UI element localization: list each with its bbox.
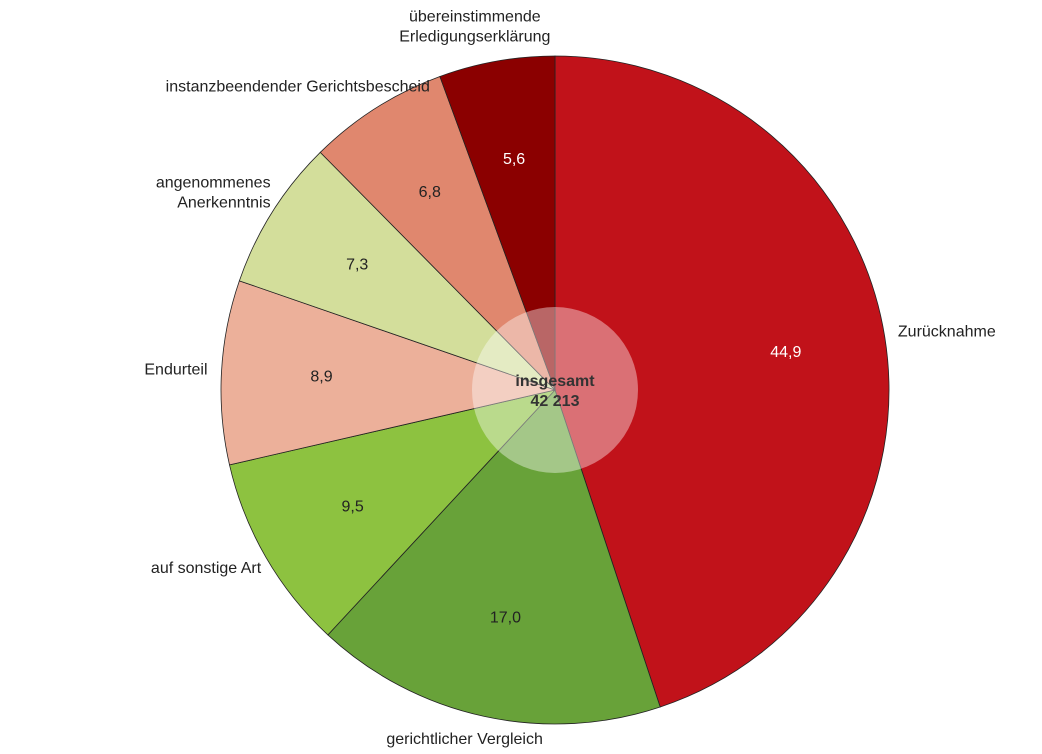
center-total: 42 213	[531, 393, 580, 410]
category-label: gerichtlicher Vergleich	[386, 730, 543, 748]
category-label: instanzbeendender Gerichtsbescheid	[165, 78, 430, 96]
pie-slice	[439, 55, 556, 391]
center-label: insgesamt	[515, 373, 595, 390]
pie-slice	[327, 389, 661, 725]
category-label: auf sonstige Art	[150, 560, 262, 578]
category-label: übereinstimmende Erledigungserklärung	[399, 8, 551, 46]
category-label: Zurücknahme	[897, 323, 996, 341]
value-label: 7,3	[346, 257, 368, 274]
value-label: 5,6	[503, 151, 525, 168]
pie-slice	[238, 151, 556, 391]
pie-slice	[554, 55, 890, 708]
value-label: 6,8	[419, 184, 441, 201]
value-label: 44,9	[770, 344, 801, 361]
pie-slice	[229, 389, 557, 636]
pie-slice	[319, 75, 556, 391]
category-label: Endurteil	[144, 361, 208, 379]
value-label: 8,9	[310, 369, 332, 386]
pie-slice	[220, 280, 557, 466]
value-label: 9,5	[342, 498, 364, 515]
center-circle	[472, 307, 638, 473]
category-label: angenommenes Anerkenntnis	[155, 174, 271, 212]
value-label: 17,0	[490, 610, 521, 627]
